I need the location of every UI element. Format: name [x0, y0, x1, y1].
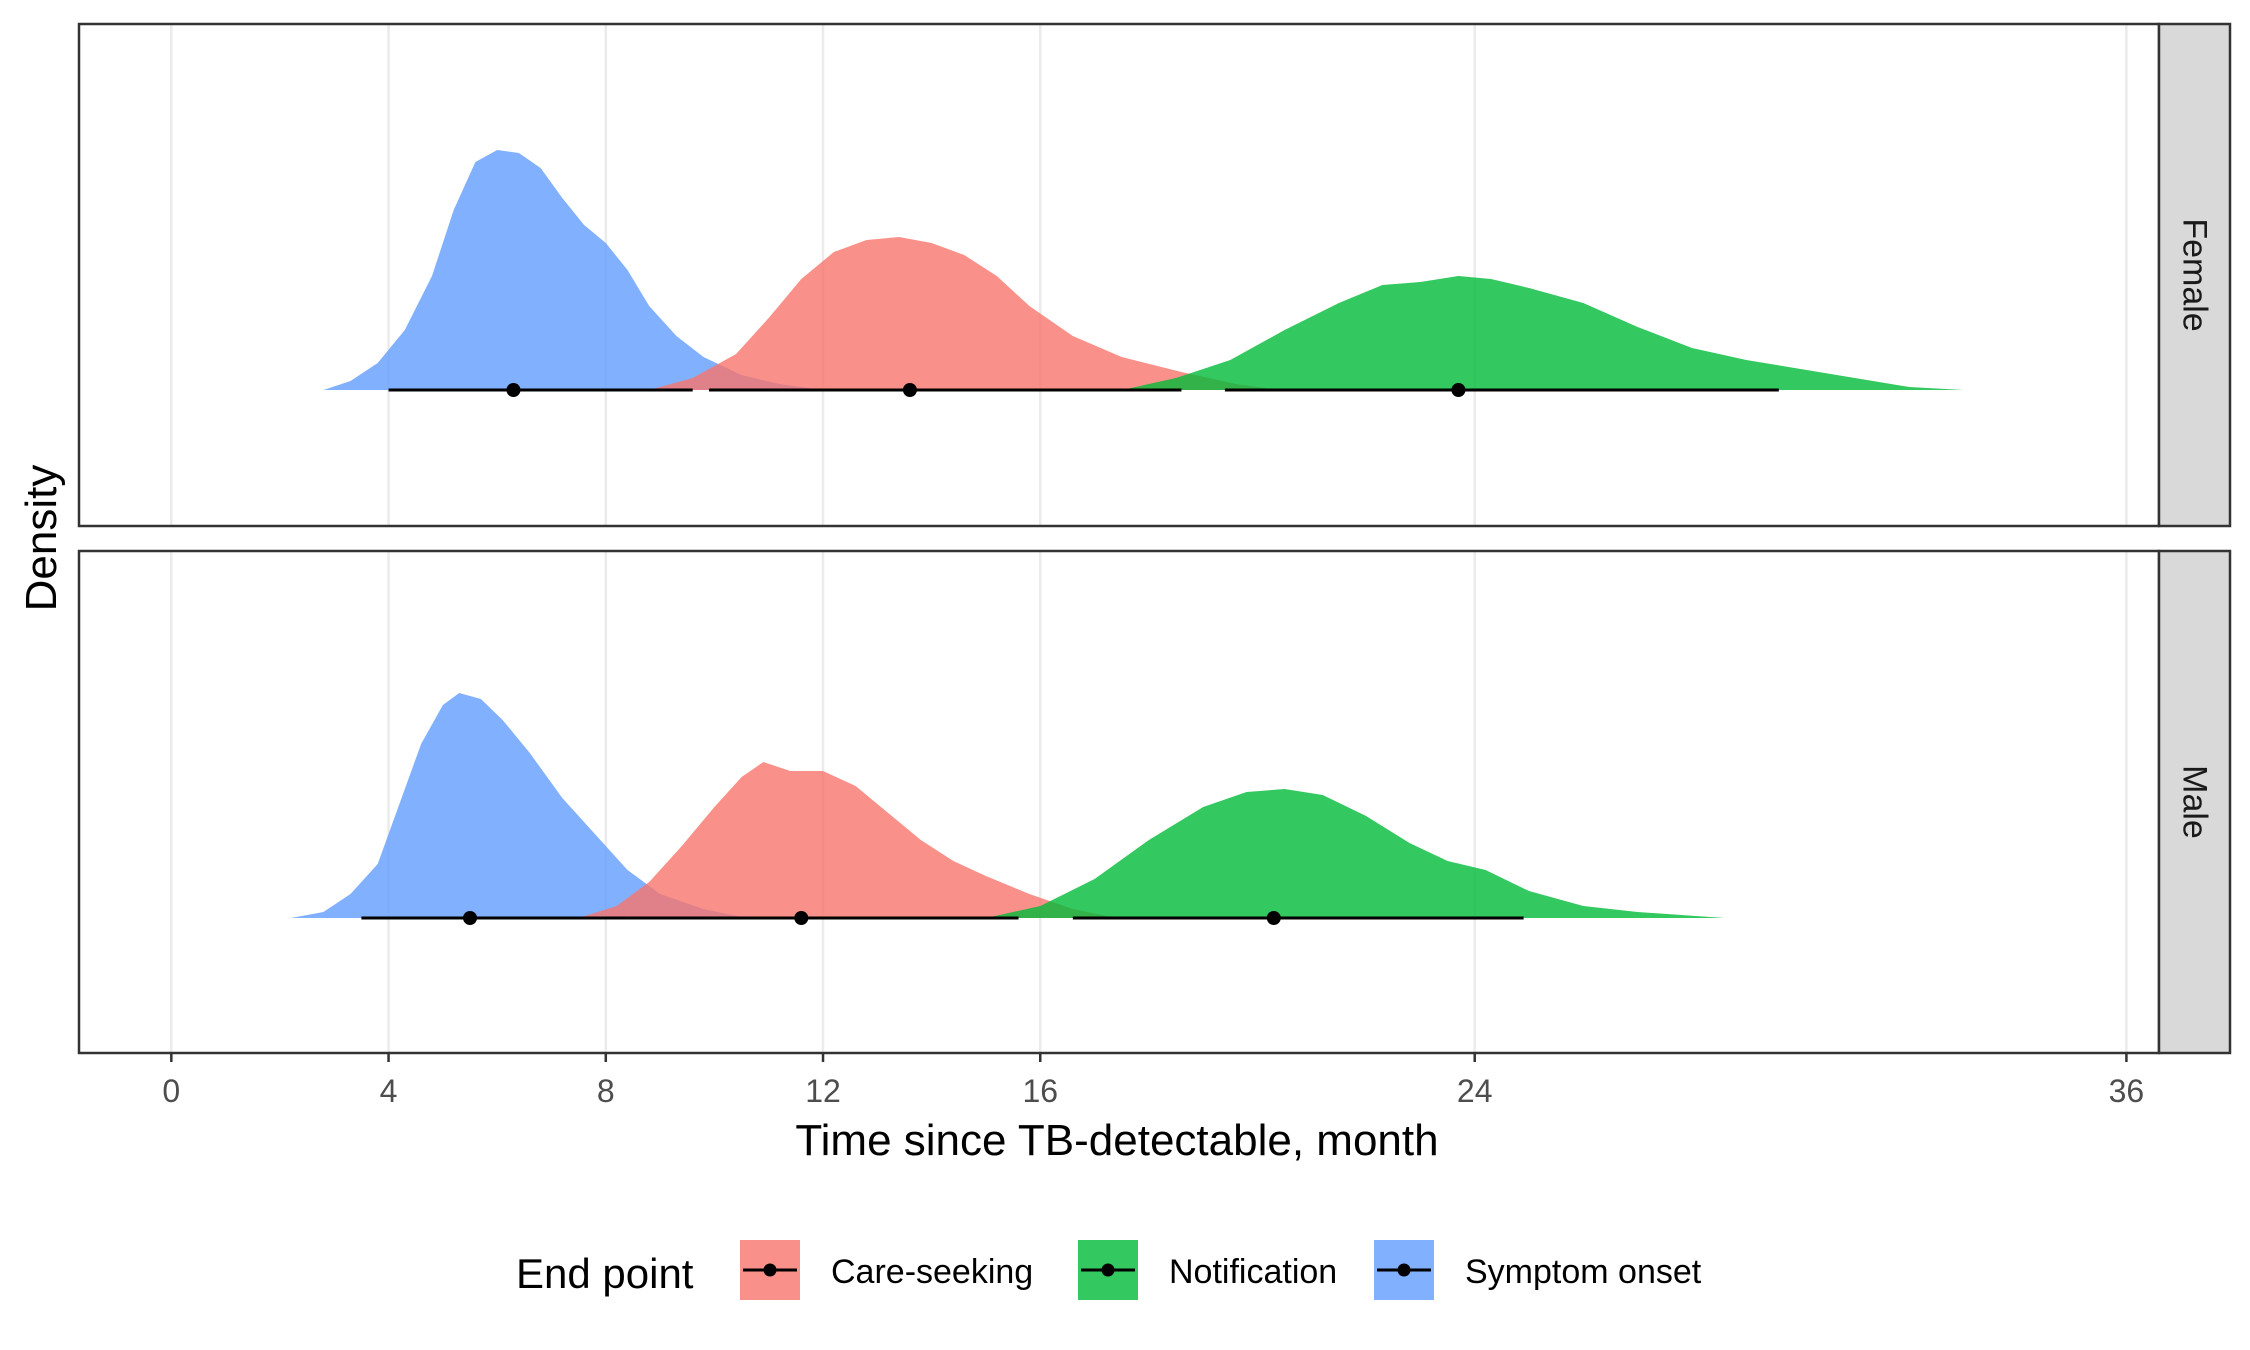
legend-label-notification: Notification [1169, 1253, 1337, 1291]
median-point-symptom-onset-female [506, 383, 521, 397]
panel-male-gridlines [170, 551, 2128, 1053]
median-point-notification-male [1266, 911, 1281, 925]
x-axis: 0 4 8 12 16 24 36 [162, 1053, 2144, 1109]
legend-key-notification: Notification [1078, 1240, 1337, 1300]
legend-label-symptom-onset: Symptom onset [1465, 1253, 1702, 1291]
x-tick-label-4: 4 [380, 1073, 398, 1109]
facet-label-male: Male [2176, 765, 2214, 839]
facet-label-female: Female [2176, 218, 2214, 331]
panel-male-densities [290, 693, 1725, 918]
y-axis-title: Density [17, 465, 66, 612]
x-tick-label-24: 24 [1457, 1073, 1493, 1109]
legend-key-symptom-onset: Symptom onset [1374, 1240, 1702, 1300]
x-tick-label-36: 36 [2109, 1073, 2145, 1109]
facet-strip-male [2157, 549, 2232, 1055]
panel-female-background [79, 24, 2159, 526]
panel-male-intervals [361, 911, 1524, 925]
panel-male: Male [77, 549, 2232, 1055]
legend-point-symptom-onset [1397, 1263, 1411, 1277]
density-notification-female [1121, 276, 1964, 390]
panel-female-intervals [388, 383, 1779, 397]
legend-label-care-seeking: Care-seeking [831, 1253, 1033, 1291]
legend-items: Care-seeking Notification Symptom onset [740, 1240, 1702, 1300]
panel-male-background [79, 551, 2159, 1053]
legend: End point Care-seeking Notification Sympto… [516, 1240, 1702, 1300]
median-point-care-seeking-female [902, 383, 917, 397]
facet-strip-female [2157, 22, 2232, 528]
density-symptom-onset-female [323, 150, 823, 390]
x-tick-label-12: 12 [805, 1073, 841, 1109]
panel-female-densities [323, 150, 1964, 390]
median-point-symptom-onset-male [463, 911, 478, 925]
median-point-notification-female [1451, 383, 1466, 397]
x-axis-title: Time since TB-detectable, month [795, 1116, 1438, 1165]
x-tick-label-8: 8 [597, 1073, 615, 1109]
x-tick-label-0: 0 [162, 1073, 180, 1109]
x-tick-label-16: 16 [1022, 1073, 1058, 1109]
panel-female: Female [77, 22, 2232, 528]
density-symptom-onset-male [290, 693, 747, 918]
legend-point-notification [1101, 1263, 1115, 1277]
legend-title: End point [516, 1250, 694, 1297]
density-care-seeking-male [578, 762, 1117, 918]
legend-key-care-seeking: Care-seeking [740, 1240, 1033, 1300]
legend-point-care-seeking [763, 1263, 777, 1277]
median-point-care-seeking-male [794, 911, 809, 925]
density-notification-male [985, 789, 1725, 918]
density-care-seeking-female [649, 237, 1280, 390]
